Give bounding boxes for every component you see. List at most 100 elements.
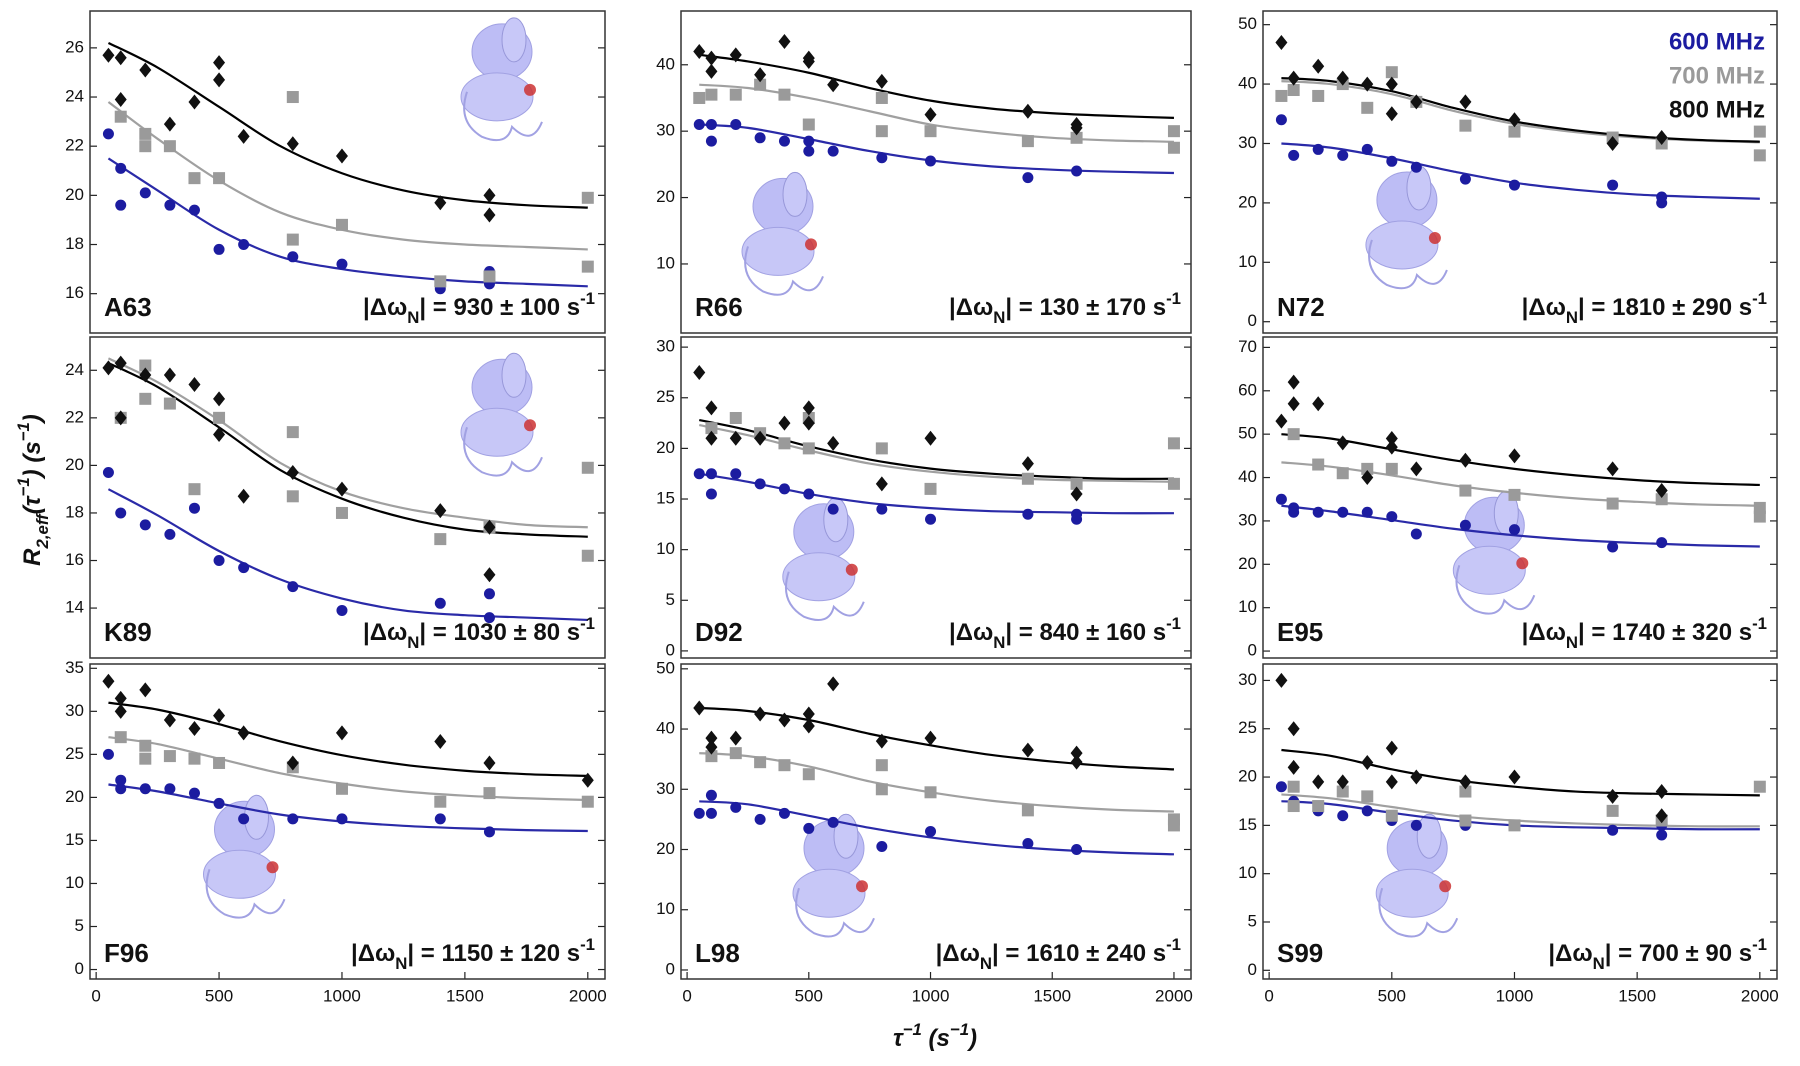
y-tick-label: 20 bbox=[65, 455, 84, 474]
point bbox=[335, 218, 348, 231]
y-tick-label: 16 bbox=[65, 550, 84, 569]
plot-frame bbox=[89, 663, 606, 980]
exchange-annotation-part: -1 bbox=[1166, 289, 1181, 308]
panel: 0 10 20 30 40 50 N72 |ΔωN| = 1810 ± 290 s-1 600 … bbox=[1238, 10, 1778, 334]
icon-site bbox=[845, 563, 858, 576]
point bbox=[1361, 755, 1374, 771]
point bbox=[875, 783, 888, 796]
point bbox=[1275, 413, 1288, 429]
point bbox=[1508, 769, 1521, 785]
icon-site bbox=[856, 880, 868, 893]
fit-curve bbox=[699, 800, 1174, 856]
y-tick-label: 30 bbox=[65, 701, 84, 720]
point bbox=[876, 152, 888, 164]
point bbox=[778, 807, 790, 819]
point bbox=[1361, 790, 1374, 803]
point bbox=[1287, 396, 1300, 412]
point bbox=[164, 783, 176, 795]
plot-frame bbox=[680, 336, 1192, 659]
exchange-annotation-part: -1 bbox=[1752, 935, 1767, 954]
residue-label: S99 bbox=[1277, 938, 1323, 968]
point bbox=[483, 270, 496, 283]
x-axis-label-part: τ bbox=[893, 1025, 904, 1052]
icon-site bbox=[1439, 880, 1452, 893]
point bbox=[803, 135, 815, 147]
point bbox=[213, 411, 226, 424]
x-axis-label-part: (s bbox=[922, 1025, 950, 1052]
point bbox=[1336, 435, 1349, 451]
point bbox=[114, 91, 127, 107]
point bbox=[875, 733, 888, 749]
point bbox=[1312, 458, 1325, 471]
icon-part bbox=[1416, 813, 1442, 859]
point bbox=[1275, 781, 1287, 793]
y-tick-label: 15 bbox=[1238, 815, 1257, 834]
point bbox=[827, 503, 839, 515]
point bbox=[336, 813, 348, 825]
point bbox=[778, 437, 791, 450]
exchange-annotation-part: -1 bbox=[1752, 614, 1767, 633]
point bbox=[139, 392, 152, 405]
point bbox=[434, 533, 447, 546]
point bbox=[1021, 135, 1034, 148]
point bbox=[188, 94, 201, 110]
x-tick-label: 0 bbox=[1264, 986, 1273, 1005]
y-axis-label-part: R bbox=[19, 548, 46, 566]
point bbox=[286, 755, 299, 771]
point bbox=[1655, 130, 1668, 146]
point bbox=[581, 549, 594, 562]
legend-entry: 600 MHz bbox=[1669, 28, 1765, 55]
point bbox=[705, 789, 717, 801]
x-tick-label: 2000 bbox=[1741, 986, 1779, 1005]
point bbox=[802, 415, 815, 431]
point bbox=[803, 822, 815, 834]
y-tick-label: 10 bbox=[1238, 597, 1257, 616]
point bbox=[1459, 519, 1471, 531]
point bbox=[114, 355, 127, 371]
point bbox=[1459, 119, 1472, 132]
exchange-annotation: |ΔωN| = 1740 ± 320 s-1 bbox=[1522, 614, 1767, 652]
point bbox=[434, 813, 446, 825]
point bbox=[1336, 785, 1349, 798]
point bbox=[925, 825, 937, 837]
protein-icon bbox=[792, 813, 875, 938]
y-tick-label: 5 bbox=[666, 590, 675, 609]
residue-label: K89 bbox=[104, 617, 152, 647]
y-tick-label: 15 bbox=[656, 489, 675, 508]
point bbox=[1410, 819, 1422, 831]
point bbox=[802, 53, 815, 69]
point bbox=[876, 840, 888, 852]
point bbox=[1459, 774, 1472, 790]
point bbox=[483, 755, 496, 771]
point bbox=[754, 706, 767, 722]
y-axis-label-part: ) (s bbox=[19, 441, 46, 480]
point bbox=[287, 581, 299, 593]
point bbox=[754, 78, 767, 91]
icon-site bbox=[1428, 231, 1441, 244]
y-tick-label: 20 bbox=[1238, 192, 1257, 211]
point bbox=[1337, 149, 1349, 161]
residue-label: E95 bbox=[1277, 617, 1323, 647]
point bbox=[1361, 470, 1374, 486]
y-tick-label: 10 bbox=[656, 539, 675, 558]
plot-frame bbox=[89, 336, 606, 659]
icon-part bbox=[744, 246, 824, 296]
point bbox=[1070, 477, 1083, 490]
point bbox=[237, 725, 250, 741]
point bbox=[875, 125, 888, 138]
point bbox=[802, 400, 815, 416]
point bbox=[139, 127, 152, 140]
point bbox=[730, 801, 742, 813]
point bbox=[1275, 493, 1287, 505]
y-tick-label: 10 bbox=[1238, 863, 1257, 882]
point bbox=[581, 260, 594, 273]
point bbox=[1167, 437, 1180, 450]
point bbox=[1312, 800, 1325, 813]
point bbox=[1410, 461, 1423, 477]
point bbox=[778, 135, 790, 147]
exchange-annotation: |ΔωN| = 1150 ± 120 s-1 bbox=[351, 935, 595, 973]
residue-label: N72 bbox=[1277, 292, 1325, 322]
exchange-annotation-part: N bbox=[980, 954, 992, 973]
point bbox=[1021, 804, 1034, 817]
